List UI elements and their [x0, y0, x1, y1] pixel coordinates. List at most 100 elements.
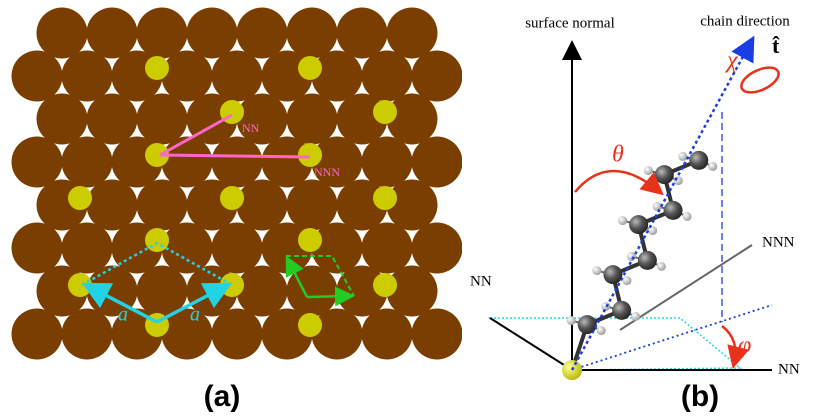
substrate-atom — [162, 51, 213, 102]
substrate-atom — [362, 309, 413, 360]
nnn-label: NNN — [314, 165, 340, 179]
substrate-lattice — [12, 8, 463, 360]
nnn-line — [160, 155, 310, 157]
hydrogen-atom — [592, 266, 601, 275]
caption: (a) — [204, 380, 241, 413]
chi-symbol: χ — [725, 48, 739, 74]
carbon-atom — [689, 151, 708, 170]
substrate-atom — [162, 137, 213, 188]
carbon-atom — [655, 165, 674, 184]
adsorption-site — [145, 56, 169, 80]
substrate-atom — [312, 51, 363, 102]
substrate-atom — [62, 309, 113, 360]
substrate-atom — [212, 223, 263, 274]
theta-symbol: θ — [612, 142, 624, 168]
lattice-vector-label: a — [118, 304, 128, 326]
substrate-atom — [212, 137, 263, 188]
substrate-atom — [12, 51, 63, 102]
chi-rotation — [738, 62, 783, 97]
hydrogen-atom — [657, 262, 666, 271]
hydrogen-atom — [683, 212, 692, 221]
substrate-atom — [212, 309, 263, 360]
adsorption-site — [220, 273, 244, 297]
substrate-atom — [62, 137, 113, 188]
hydrogen-atom — [597, 326, 606, 335]
substrate-atom — [12, 137, 63, 188]
substrate-atom — [137, 94, 188, 145]
figure: NN NNN a a (a) surface normal chain dire… — [0, 0, 814, 418]
caption: (b) — [681, 380, 719, 413]
hydrogen-atom — [644, 166, 653, 175]
substrate-atom — [137, 180, 188, 231]
hydrogen-atom — [622, 276, 631, 285]
panel-b: surface normal chain direction t̂ χ θ φ … — [470, 13, 800, 412]
substrate-atom — [362, 223, 413, 274]
phi-symbol: φ — [738, 333, 751, 359]
carbon-atom — [612, 301, 631, 320]
adsorption-site — [298, 56, 322, 80]
substrate-atom — [187, 8, 238, 59]
hydrogen-atom — [567, 316, 576, 325]
hydrogen-atom — [653, 202, 662, 211]
substrate-atom — [287, 8, 338, 59]
substrate-atom — [162, 223, 213, 274]
adsorption-site — [373, 273, 397, 297]
substrate-atom — [412, 223, 463, 274]
hydrogen-atom — [678, 152, 687, 161]
substrate-atom — [412, 309, 463, 360]
substrate-atom — [237, 8, 288, 59]
adsorption-site — [373, 186, 397, 210]
carbon-atom — [664, 201, 683, 220]
substrate-atom — [362, 51, 413, 102]
adsorption-site — [145, 228, 169, 252]
nn-label: NN — [778, 361, 800, 377]
substrate-atom — [287, 94, 338, 145]
chain-vector-symbol: t̂ — [772, 33, 780, 58]
carbon-atom — [603, 265, 622, 284]
substrate-atom — [237, 180, 288, 231]
substrate-atom — [237, 266, 288, 317]
substrate-atom — [137, 8, 188, 59]
adsorption-site — [298, 313, 322, 337]
hydrogen-atom — [674, 176, 683, 185]
substrate-atom — [387, 8, 438, 59]
hydrogen-atom — [601, 302, 610, 311]
substrate-atom — [12, 223, 63, 274]
adsorption-site — [298, 228, 322, 252]
cell-vector — [307, 296, 350, 297]
carbon-atom — [638, 251, 657, 270]
substrate-atom — [412, 137, 463, 188]
substrate-atom — [37, 94, 88, 145]
substrate-atom — [337, 8, 388, 59]
substrate-atom — [12, 309, 63, 360]
surface-cell — [490, 318, 740, 370]
substrate-atom — [87, 94, 138, 145]
hydrogen-atom — [618, 216, 627, 225]
hydrogen-atom — [631, 312, 640, 321]
substrate-atom — [87, 180, 138, 231]
substrate-atom — [62, 51, 113, 102]
adsorption-site — [68, 186, 92, 210]
adsorption-site — [373, 100, 397, 124]
substrate-atom — [287, 180, 338, 231]
surface-normal-label: surface normal — [525, 15, 615, 31]
adsorption-site — [298, 143, 322, 167]
carbon-atom — [629, 215, 648, 234]
adsorption-site — [68, 273, 92, 297]
chain-direction-label: chain direction — [700, 13, 790, 29]
substrate-atom — [312, 309, 363, 360]
substrate-atom — [412, 51, 463, 102]
substrate-atom — [237, 94, 288, 145]
nn-label: NN — [470, 273, 492, 289]
substrate-atom — [362, 137, 413, 188]
substrate-atom — [87, 8, 138, 59]
substrate-atom — [212, 51, 263, 102]
substrate-atom — [62, 223, 113, 274]
hydrogen-atom — [708, 162, 717, 171]
nn-label: NN — [242, 121, 260, 135]
adsorption-site — [220, 186, 244, 210]
nn-axis — [490, 318, 572, 370]
lattice-vector-label: a — [190, 304, 200, 326]
substrate-atom — [37, 8, 88, 59]
nnn-label: NNN — [762, 234, 795, 250]
